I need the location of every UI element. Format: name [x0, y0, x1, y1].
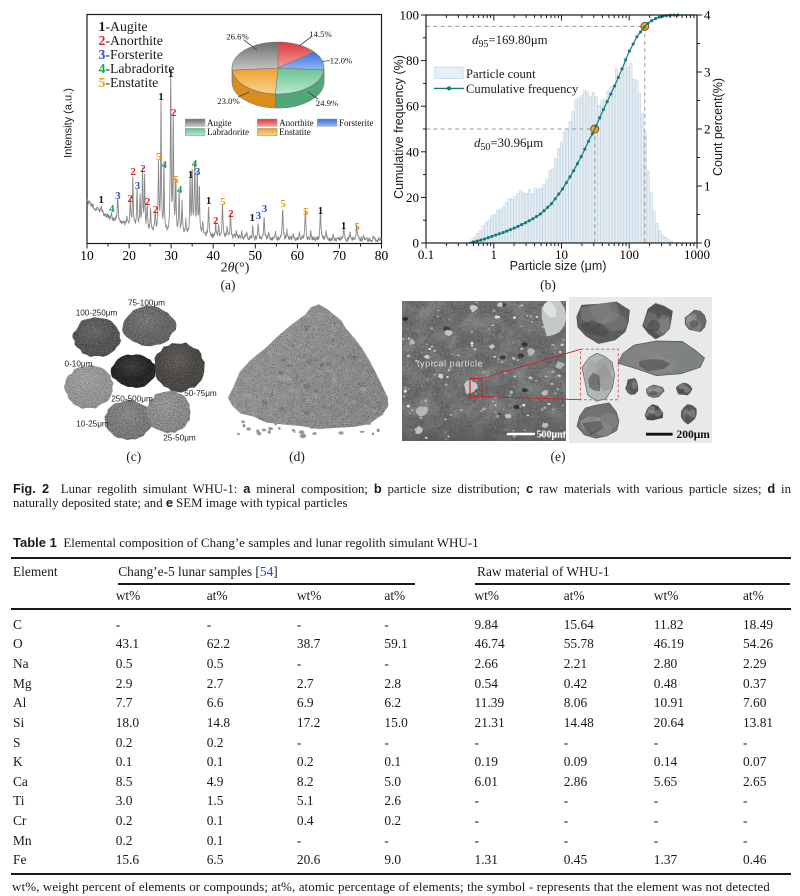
svg-text:5: 5: [354, 221, 360, 233]
svg-text:1-Augite: 1-Augite: [99, 19, 148, 34]
svg-text:(c): (c): [126, 449, 141, 464]
svg-text:(b): (b): [540, 278, 556, 293]
svg-text:20: 20: [122, 248, 136, 263]
svg-text:0.1: 0.1: [418, 247, 434, 262]
svg-text:2: 2: [127, 193, 133, 205]
svg-text:5: 5: [173, 174, 179, 186]
svg-text:Augite: Augite: [207, 118, 232, 128]
svg-text:4: 4: [161, 159, 167, 171]
svg-text:Particle size (μm): Particle size (μm): [510, 259, 607, 273]
svg-text:1: 1: [168, 68, 174, 80]
svg-text:75-100μm: 75-100μm: [128, 299, 165, 308]
svg-text:24.9%: 24.9%: [316, 98, 338, 108]
svg-text:20: 20: [406, 190, 419, 205]
svg-text:23.0%: 23.0%: [217, 96, 239, 106]
svg-text:40: 40: [206, 248, 220, 263]
svg-text:1000: 1000: [684, 247, 710, 262]
svg-text:2: 2: [171, 107, 177, 119]
svg-text:1: 1: [704, 179, 711, 194]
svg-text:1: 1: [99, 194, 105, 206]
svg-text:d50=30.96μm: d50=30.96μm: [474, 136, 543, 153]
svg-text:4: 4: [192, 158, 198, 170]
svg-text:1: 1: [188, 169, 194, 181]
svg-text:30: 30: [164, 248, 178, 263]
svg-text:1: 1: [206, 195, 212, 207]
svg-text:250-500μm: 250-500μm: [111, 395, 153, 404]
svg-text:Count percent(%): Count percent(%): [711, 78, 725, 176]
svg-text:200μm: 200μm: [677, 429, 711, 441]
svg-text:Intensity (a.u.): Intensity (a.u.): [63, 88, 75, 158]
svg-text:Anorthite: Anorthite: [279, 118, 314, 128]
svg-text:4: 4: [704, 8, 711, 23]
svg-text:3: 3: [256, 210, 262, 222]
svg-text:(d): (d): [289, 449, 305, 464]
svg-text:80: 80: [406, 53, 419, 68]
svg-text:2: 2: [153, 204, 159, 216]
svg-text:10: 10: [555, 247, 568, 262]
svg-text:2: 2: [704, 122, 711, 137]
svg-text:3-Forsterite: 3-Forsterite: [99, 47, 163, 62]
svg-text:14.5%: 14.5%: [309, 29, 331, 39]
svg-text:1: 1: [250, 212, 256, 224]
svg-text:d95=169.80μm: d95=169.80μm: [472, 33, 548, 50]
svg-text:(a): (a): [221, 278, 236, 293]
svg-text:2-Anorthite: 2-Anorthite: [99, 33, 163, 48]
svg-text:3: 3: [135, 180, 141, 192]
svg-text:0: 0: [704, 236, 711, 251]
svg-text:2: 2: [145, 196, 151, 208]
svg-text:26.6%: 26.6%: [226, 32, 248, 42]
svg-text:40: 40: [406, 144, 419, 159]
svg-text:4: 4: [177, 184, 183, 196]
svg-text:2θ(°): 2θ(°): [221, 261, 250, 276]
svg-text:4-Labradorite: 4-Labradorite: [99, 61, 175, 76]
svg-text:60: 60: [406, 99, 419, 114]
svg-text:Cumulative frequency (%): Cumulative frequency (%): [392, 55, 406, 199]
svg-text:Particle count: Particle count: [466, 67, 536, 81]
svg-text:Enstatite: Enstatite: [279, 127, 311, 137]
svg-text:100-250μm: 100-250μm: [76, 309, 118, 318]
svg-text:5-Enstatite: 5-Enstatite: [99, 75, 159, 90]
svg-text:100: 100: [619, 247, 639, 262]
svg-text:10-25μm: 10-25μm: [76, 420, 109, 429]
svg-text:3: 3: [195, 166, 201, 178]
svg-text:2: 2: [140, 163, 146, 175]
svg-text:3: 3: [115, 190, 121, 202]
svg-text:5: 5: [303, 206, 309, 218]
svg-text:60: 60: [291, 248, 305, 263]
svg-text:2: 2: [228, 208, 234, 220]
svg-text:25-50μm: 25-50μm: [163, 434, 196, 443]
svg-text:3: 3: [262, 203, 268, 215]
svg-text:5: 5: [156, 151, 162, 163]
svg-text:Cumulative frequency: Cumulative frequency: [466, 82, 579, 96]
svg-text:10: 10: [80, 248, 94, 263]
svg-text:1: 1: [491, 247, 498, 262]
svg-text:5: 5: [220, 196, 226, 208]
svg-text:2: 2: [130, 166, 136, 178]
svg-text:500μm: 500μm: [537, 430, 567, 441]
svg-text:0-10μm: 0-10μm: [65, 360, 93, 369]
svg-text:Forsterite: Forsterite: [339, 118, 374, 128]
svg-text:typical particle: typical particle: [417, 359, 483, 369]
svg-text:50-75μm: 50-75μm: [184, 389, 217, 398]
svg-text:0: 0: [413, 236, 420, 251]
svg-text:(e): (e): [551, 449, 566, 464]
svg-text:3: 3: [704, 65, 711, 80]
svg-text:5: 5: [280, 198, 286, 210]
svg-text:1: 1: [341, 220, 347, 232]
svg-text:50: 50: [249, 248, 263, 263]
svg-text:70: 70: [333, 248, 347, 263]
svg-text:80: 80: [375, 248, 389, 263]
svg-text:2: 2: [213, 215, 219, 227]
svg-text:1: 1: [318, 205, 324, 217]
svg-text:Labradorite: Labradorite: [207, 127, 249, 137]
svg-text:12.0%: 12.0%: [330, 55, 352, 65]
svg-text:1: 1: [158, 91, 164, 103]
svg-text:4: 4: [109, 203, 115, 215]
svg-text:100: 100: [400, 8, 420, 23]
